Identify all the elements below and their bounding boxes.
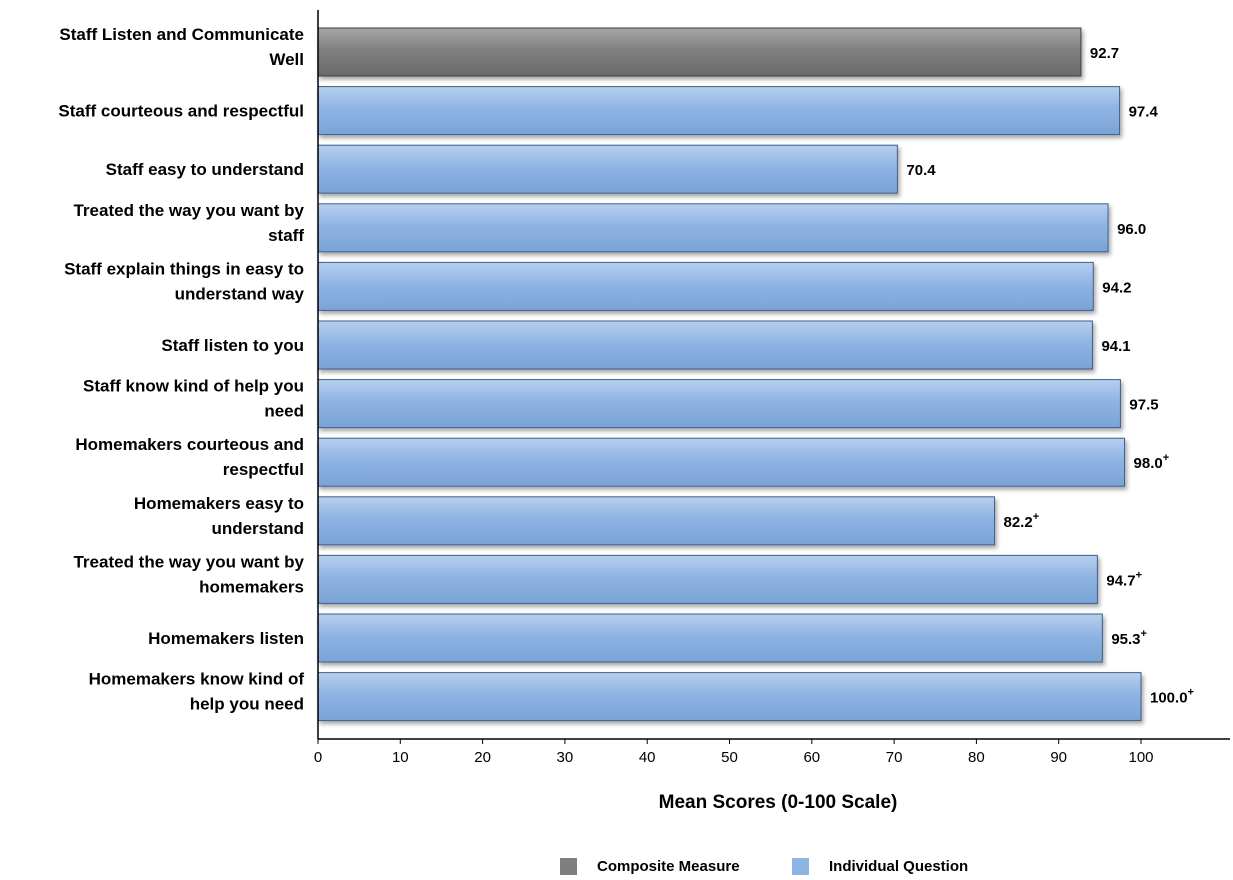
category-label: Staff easy to understand <box>106 160 304 179</box>
bar-10 <box>317 554 1098 604</box>
value-label: 92.7 <box>1090 45 1119 62</box>
value-label: 82.2+ <box>1004 511 1040 531</box>
category-label: Treated the way you want by <box>73 201 304 220</box>
category-label: Homemakers courteous and <box>75 435 304 454</box>
x-tick-label: 0 <box>314 749 322 766</box>
value-label-number: 94.7 <box>1106 572 1135 589</box>
category-label: help you need <box>190 695 304 714</box>
value-label: 100.0+ <box>1150 687 1194 707</box>
value-label-number: 97.5 <box>1129 397 1158 414</box>
x-tick-label: 20 <box>474 749 491 766</box>
x-axis-title: Mean Scores (0-100 Scale) <box>659 792 898 813</box>
x-axis: 0 10 20 30 40 50 60 70 80 90 100 <box>314 10 1230 766</box>
value-label: 97.4 <box>1129 104 1159 121</box>
bar-8 <box>317 437 1126 487</box>
category-label: Staff know kind of help you <box>83 377 304 396</box>
value-label-number: 82.2 <box>1004 514 1033 531</box>
x-tick-label: 10 <box>392 749 409 766</box>
bar-2 <box>317 86 1121 136</box>
value-label: 94.1 <box>1101 338 1130 355</box>
category-labels: Staff Listen and Communicate Well Staff co… <box>58 25 304 714</box>
legend-label: Composite Measure <box>597 858 740 875</box>
category-label: Homemakers listen <box>148 629 304 648</box>
x-tick-label: 70 <box>886 749 903 766</box>
value-label: 96.0 <box>1117 221 1146 238</box>
plus-marker: + <box>1188 687 1194 699</box>
x-tick-label: 90 <box>1050 749 1067 766</box>
legend: Composite Measure Individual Question <box>560 858 968 875</box>
category-label: need <box>264 402 304 421</box>
legend-label: Individual Question <box>829 858 968 875</box>
value-label-number: 92.7 <box>1090 45 1119 62</box>
x-tick-label: 60 <box>803 749 820 766</box>
category-label: respectful <box>223 460 304 479</box>
category-label: staff <box>268 226 304 245</box>
value-label-number: 70.4 <box>906 162 936 179</box>
value-label-number: 98.0 <box>1134 455 1163 472</box>
value-label: 95.3+ <box>1111 628 1147 648</box>
bar-6 <box>317 320 1093 370</box>
category-label: Staff courteous and respectful <box>58 102 304 121</box>
category-label: Staff explain things in easy to <box>64 259 304 278</box>
bar-3 <box>317 144 898 194</box>
plus-marker: + <box>1033 511 1039 523</box>
value-label: 70.4 <box>906 162 936 179</box>
value-label: 98.0+ <box>1134 452 1170 472</box>
value-label-number: 97.4 <box>1129 104 1159 121</box>
value-label: 97.5 <box>1129 397 1158 414</box>
category-label: understand <box>211 519 304 538</box>
category-label: Homemakers know kind of <box>89 670 305 689</box>
x-tick-label: 30 <box>557 749 574 766</box>
value-label-number: 94.1 <box>1101 338 1130 355</box>
bar-5 <box>317 261 1094 311</box>
x-tick-label: 50 <box>721 749 738 766</box>
plus-marker: + <box>1163 452 1169 464</box>
legend-swatch-1 <box>560 858 577 875</box>
value-label-number: 95.3 <box>1111 631 1140 648</box>
bars-layer <box>317 27 1142 722</box>
bar-1 <box>317 27 1082 77</box>
bar-11 <box>317 613 1103 663</box>
category-label: Treated the way you want by <box>73 552 304 571</box>
category-label: Homemakers easy to <box>134 494 304 513</box>
x-tick-label: 100 <box>1128 749 1153 766</box>
value-label-number: 100.0 <box>1150 690 1188 707</box>
category-label: understand way <box>175 284 305 303</box>
x-tick-label: 80 <box>968 749 985 766</box>
value-label: 94.2 <box>1102 279 1131 296</box>
legend-swatch-2 <box>792 858 809 875</box>
category-label: Staff Listen and Communicate <box>59 25 304 44</box>
value-label-number: 96.0 <box>1117 221 1146 238</box>
bar-12 <box>317 672 1142 722</box>
plus-marker: + <box>1141 628 1147 640</box>
x-tick-label: 40 <box>639 749 656 766</box>
bar-4 <box>317 203 1109 253</box>
value-labels: 92.797.470.496.094.294.197.598.0+82.2+94… <box>906 45 1194 707</box>
category-label: homemakers <box>199 577 304 596</box>
plus-marker: + <box>1136 569 1142 581</box>
value-label-number: 94.2 <box>1102 279 1131 296</box>
value-label: 94.7+ <box>1106 569 1142 589</box>
category-label: Well <box>269 50 304 69</box>
category-label: Staff listen to you <box>161 336 304 355</box>
bar-7 <box>317 379 1121 429</box>
bar-9 <box>317 496 996 546</box>
